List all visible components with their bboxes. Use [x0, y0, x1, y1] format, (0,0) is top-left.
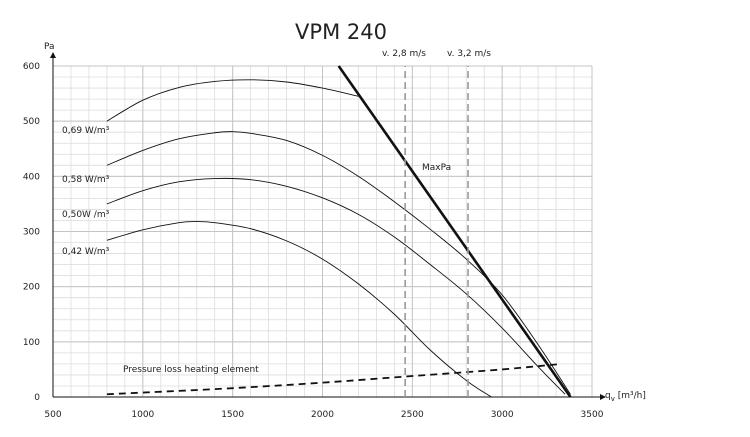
- y-tick-label: 600: [23, 62, 40, 72]
- series-group: [106, 65, 572, 398]
- axes: 500 1000 1500 2000 2500 3000 3500 0 100 200 300 400…: [23, 42, 646, 420]
- x-tick-label: 1500: [221, 410, 244, 420]
- x-tick-label: 500: [44, 410, 61, 420]
- x-tick-label: 1000: [131, 410, 154, 420]
- y-tick-label: 500: [23, 117, 40, 127]
- x-tick-label: 3500: [581, 410, 604, 420]
- y-tick-label: 100: [23, 338, 40, 348]
- series-label-v-2-8: v. 2,8 m/s: [382, 49, 426, 59]
- series-label-v-3-2: v. 3,2 m/s: [447, 49, 491, 59]
- series-label-0-58: 0,58 W/m³: [62, 175, 110, 185]
- x-axis-arrow: [600, 394, 606, 400]
- labels-group: 0,69 W/m³ 0,58 W/m³ 0,50W /m³ 0,42 W/m³ MaxP…: [62, 49, 491, 375]
- curve-line: [106, 131, 571, 395]
- y-axis-label: Pa: [44, 42, 55, 52]
- y-axis-arrow: [50, 52, 56, 58]
- y-tick-label: 0: [34, 393, 40, 403]
- curve-line: [106, 221, 492, 398]
- x-tick-label: 2000: [311, 410, 334, 420]
- pressure-loss-line: [106, 363, 562, 396]
- chart-title: VPM 240: [295, 20, 387, 44]
- x-axis-label: qv [m³/h]: [605, 391, 646, 403]
- series-label-pressure-loss: Pressure loss heating element: [123, 365, 259, 375]
- curve-line: [106, 79, 359, 122]
- y-tick-label: 300: [23, 228, 40, 238]
- series-label-maxpa: MaxPa: [422, 163, 451, 173]
- x-tick-label: 3000: [491, 410, 514, 420]
- series-label-0-42: 0,42 W/m³: [62, 247, 110, 257]
- series-label-0-50: 0,50W /m³: [62, 210, 110, 220]
- y-tick-label: 200: [23, 283, 40, 293]
- series-label-0-69: 0,69 W/m³: [62, 126, 110, 136]
- curve-line: [106, 177, 566, 395]
- x-tick-label: 2500: [401, 410, 424, 420]
- y-tick-label: 400: [23, 172, 40, 182]
- grid: [52, 65, 593, 398]
- max-pa-line: [337, 65, 572, 398]
